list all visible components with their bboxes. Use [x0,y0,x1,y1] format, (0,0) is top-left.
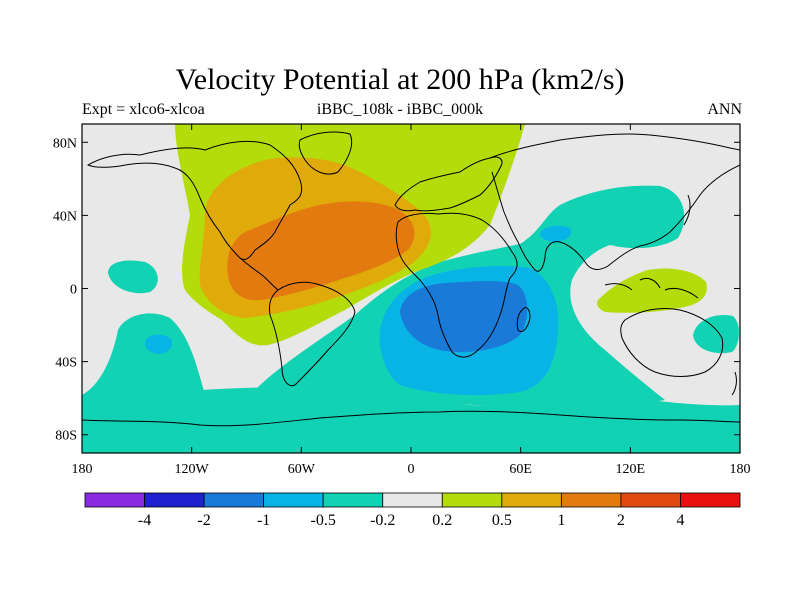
colorbar-swatch [322,492,384,508]
coast-africa [395,212,518,358]
x-tick-label: 0 [408,462,415,477]
colorbar-label: 2 [617,512,625,529]
maritime-positive [597,268,707,313]
coast-maritime-continent [604,277,699,299]
colorbar-swatch [680,492,741,508]
colorbar-label: 0.5 [492,512,512,529]
experiment-label: Expt = xlco6-xlcoa [82,101,205,118]
coast-antarctica [82,410,740,427]
colorbar-label: 4 [676,512,684,529]
season-label: ANN [707,101,742,118]
coast-greenland [298,131,353,175]
africa-negative-core [400,280,528,352]
colorbar-label: 1 [557,512,565,529]
x-tick-label: 60W [288,462,316,477]
colorbar-label: -0.5 [311,512,336,529]
x-tick-label: 120E [616,462,646,477]
colorbar-swatch [441,492,503,508]
colorbar-swatch [382,492,443,508]
difference-label: iBBC_108k - iBBC_000k [316,101,484,118]
colorbar-swatch [501,492,562,508]
x-tick-label: 180 [730,462,751,477]
x-tick-label: 180 [72,462,93,477]
colorbar-swatch [560,492,622,508]
colorbar-label: 0.2 [432,512,452,529]
colorbar-swatch [203,492,265,508]
colorbar-swatch [84,492,145,508]
y-tick-label: 40N [53,209,77,224]
colorbar-swatch [263,492,324,508]
coast-australia [620,307,724,377]
southern-ocean-negative [82,387,740,453]
contour-field [82,124,740,453]
map-title: Velocity Potential at 200 hPa (km2/s) [175,63,625,96]
colorbar-swatch [620,492,681,508]
west-pacific-negative [693,314,739,354]
coast-asia [489,133,740,272]
south-pacific-negative [82,313,205,402]
coastlines [82,131,740,427]
colorbar-label: -1 [257,512,270,529]
india-negative-small [540,225,572,242]
y-tick-label: 40S [55,356,77,371]
x-tick-label: 60E [509,462,532,477]
coast-south-america [269,281,356,387]
colorbar-label: -0.2 [370,512,395,529]
y-tick-label: 80S [55,429,77,444]
colorbar-label: -4 [138,512,151,529]
coast-europe [394,156,503,212]
colorbar-swatch [144,492,205,508]
x-tick-label: 120W [175,462,210,477]
coast-central-america [239,257,279,291]
y-tick-label: 0 [70,283,77,298]
coast-madagascar [516,307,531,333]
coast-new-zealand [731,371,737,396]
central-pacific-negative [108,260,158,294]
y-tick-label: 80N [53,136,77,151]
coast-north-america [86,140,303,261]
atlantic-positive-core [227,201,415,301]
axis-ticks: 180 120W 60W 0 60E 120E 180 80N 40N 0 40S 80S [53,124,751,477]
coast-japan [683,194,691,226]
south-pacific-core [145,334,173,354]
colorbar-label: -2 [197,512,210,529]
colorbar: -4 -2 -1 -0.5 -0.2 0.2 0.5 1 2 4 [84,492,741,529]
